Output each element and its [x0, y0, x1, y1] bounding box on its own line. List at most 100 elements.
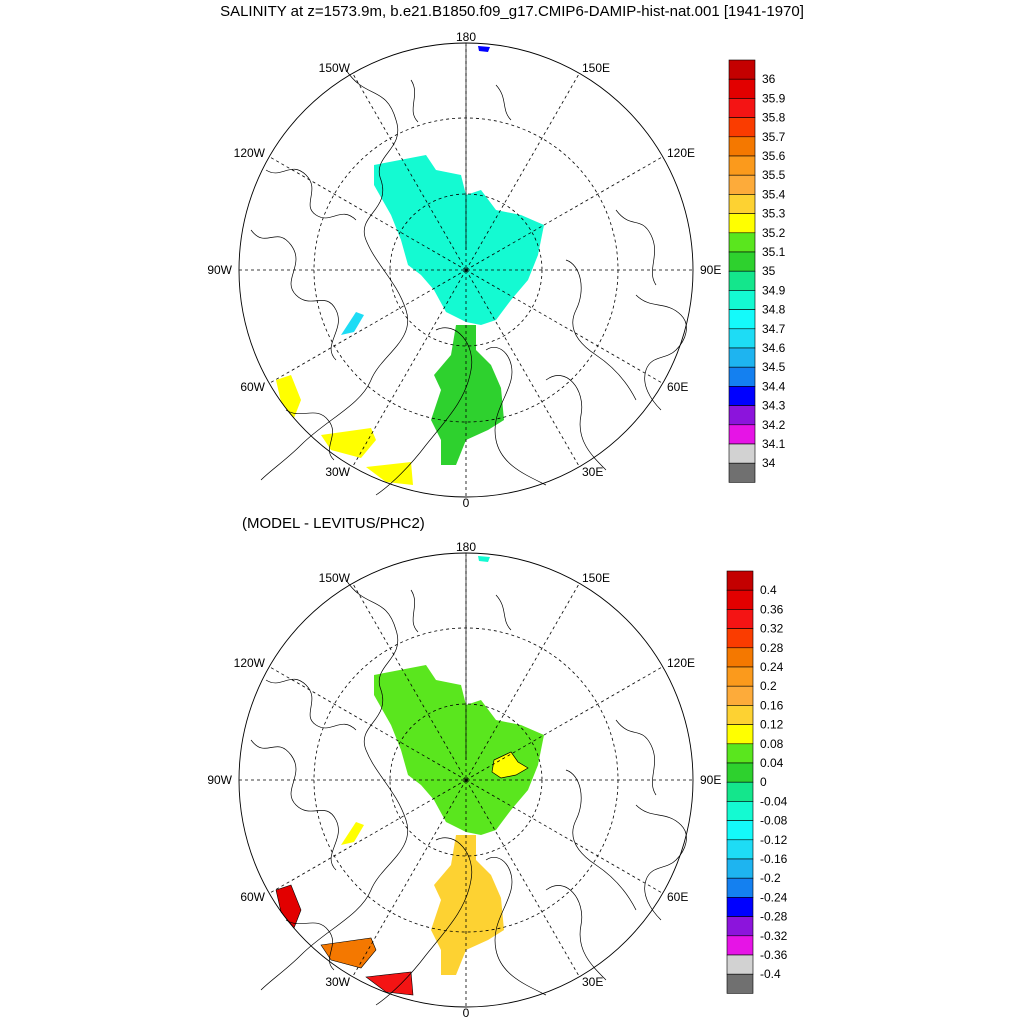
lon-label-0: 0: [463, 496, 470, 510]
colorbar-box: [726, 973, 754, 994]
colorbar-label: 34: [762, 456, 776, 470]
lon-label-120w: 120W: [234, 146, 266, 160]
colorbar-label: 34.4: [762, 379, 786, 393]
colorbar-label: 0: [760, 775, 767, 789]
colorbar-box: [726, 705, 754, 725]
colorbar-label: -0.08: [760, 814, 788, 828]
colorbar-label: 35: [762, 264, 776, 278]
colorbar-label: 0.04: [760, 756, 784, 770]
colorbar-label: 36: [762, 72, 776, 86]
colorbar-label: -0.4: [760, 967, 781, 981]
lon-label-150w: 150W: [319, 571, 351, 585]
difference-subtitle: (MODEL - LEVITUS/PHC2): [242, 515, 425, 532]
colorbar-box: [728, 98, 756, 118]
colorbar-box: [728, 232, 756, 253]
lon-label-90e: 90E: [700, 773, 721, 787]
colorbar-label: 35.1: [762, 245, 786, 259]
colorbar-label: 0.16: [760, 698, 784, 712]
lon-label-90w: 90W: [207, 773, 232, 787]
colorbar-label: -0.32: [760, 929, 788, 943]
colorbar-label: 34.8: [762, 303, 786, 317]
difference-nordic-seas-field: [431, 835, 504, 975]
colorbar-box: [726, 916, 754, 937]
salinity-nordic-seas-field: [431, 325, 504, 465]
colorbar-box: [726, 935, 754, 956]
colorbar-box: [726, 954, 754, 975]
colorbar-label: 0.24: [760, 660, 784, 674]
colorbar-label: 0.36: [760, 602, 784, 616]
lon-label-120w: 120W: [234, 656, 266, 670]
colorbar-box: [728, 386, 756, 406]
graticule: [238, 42, 694, 498]
map-boundary: [238, 552, 694, 1008]
colorbar-label: -0.36: [760, 948, 788, 962]
lon-label-120e: 120E: [667, 656, 695, 670]
map-boundary: [238, 42, 694, 498]
lon-label-30w: 30W: [325, 465, 350, 479]
difference-atlantic-field-b: [365, 971, 414, 996]
colorbar-label: 35.2: [762, 226, 786, 240]
colorbar-box: [726, 589, 754, 610]
colorbar-box: [726, 801, 754, 821]
lon-label-60w: 60W: [240, 890, 265, 904]
colorbar-label: -0.04: [760, 794, 788, 808]
colorbar-box: [728, 251, 756, 272]
colorbar-box: [728, 174, 756, 195]
colorbar-box: [726, 570, 754, 591]
colorbar-box: [726, 839, 754, 860]
colorbar-box: [726, 666, 754, 687]
colorbar-label: 35.8: [762, 111, 786, 125]
difference-colorbar: 0.4 0.36 0.32 0.28 0.24 0.2 0.16 0.12 0.08 0.04 0 -…: [726, 570, 788, 994]
graticule: [238, 552, 694, 1008]
colorbar-label: 0.2: [760, 679, 777, 693]
lon-label-30e: 30E: [582, 975, 603, 989]
colorbar-box: [726, 820, 754, 841]
colorbar-label: 35.9: [762, 91, 786, 105]
lon-label-90e: 90E: [700, 263, 721, 277]
colorbar-box: [728, 328, 756, 349]
colorbar-box: [728, 309, 756, 330]
colorbar-box: [726, 609, 754, 629]
colorbar-box: [728, 405, 756, 426]
colorbar-label: 34.3: [762, 399, 786, 413]
lon-label-60e: 60E: [667, 890, 688, 904]
lon-label-120e: 120E: [667, 146, 695, 160]
salinity-labrador-field: [276, 375, 301, 418]
difference-arctic-basin-field: [374, 665, 544, 835]
colorbar-box: [728, 462, 756, 483]
colorbar-box: [726, 685, 754, 706]
colorbar-label: 34.2: [762, 418, 786, 432]
lon-label-30w: 30W: [325, 975, 350, 989]
lon-label-60w: 60W: [240, 380, 265, 394]
colorbar-label: -0.24: [760, 890, 788, 904]
colorbar-box: [726, 724, 754, 745]
difference-map: 180 0 90W 90E 150W 150E 120W 120E 60W 60…: [207, 540, 721, 1020]
lon-label-60e: 60E: [667, 380, 688, 394]
colorbar-box: [728, 213, 756, 234]
lon-label-180: 180: [456, 540, 476, 554]
colorbar-box: [726, 743, 754, 764]
lon-label-150w: 150W: [319, 61, 351, 75]
difference-north-pole-spot: [478, 556, 490, 562]
colorbar-box: [728, 270, 756, 291]
colorbar-box: [728, 347, 756, 368]
salinity-map: 180 0 90W 90E 150W 150E 120W 120E 60W 60…: [207, 30, 721, 510]
colorbar-label: -0.16: [760, 852, 788, 866]
colorbar-box: [728, 136, 756, 157]
colorbar-label: 0.32: [760, 622, 784, 636]
difference-baffin-field: [341, 822, 364, 845]
colorbar-box: [726, 647, 754, 668]
colorbar-box: [728, 155, 756, 176]
lon-label-30e: 30E: [582, 465, 603, 479]
colorbar-box: [726, 781, 754, 802]
colorbar-box: [728, 78, 756, 99]
colorbar-label: 35.5: [762, 168, 786, 182]
colorbar-box: [728, 117, 756, 138]
difference-kara-spot: [491, 751, 529, 779]
salinity-colorbar: 36 35.9 35.8 35.7 35.6 35.5 35.4 35.3 35.2 35.1 35…: [728, 59, 786, 483]
colorbar-label: 34.5: [762, 360, 786, 374]
colorbar-box: [728, 443, 756, 464]
colorbar-label: 35.6: [762, 149, 786, 163]
colorbar-label: -0.2: [760, 871, 781, 885]
